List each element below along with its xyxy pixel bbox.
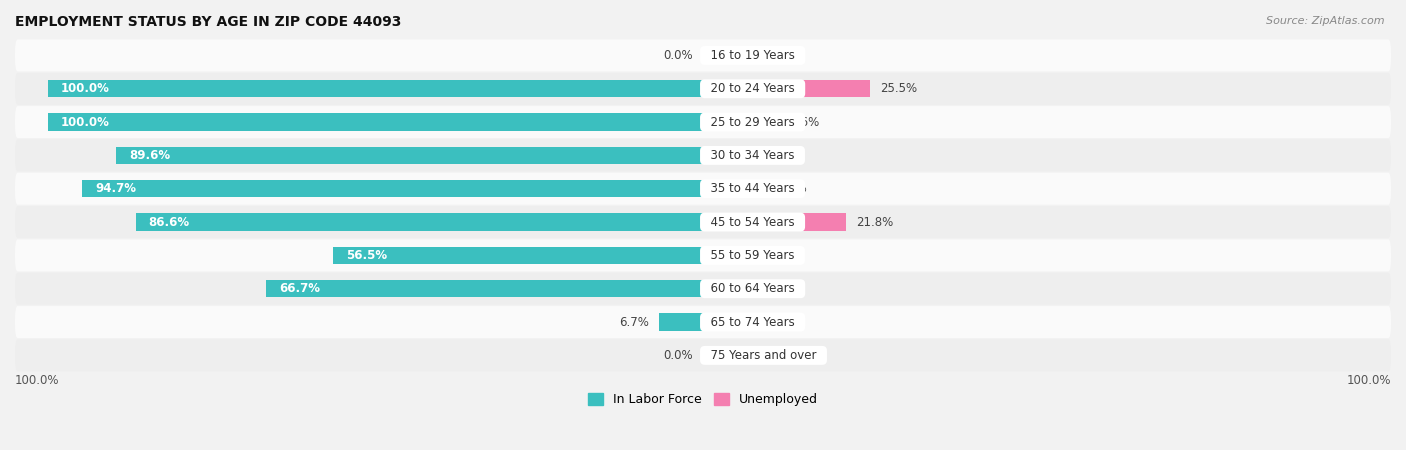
Text: 30 to 34 Years: 30 to 34 Years	[703, 149, 801, 162]
Text: 0.0%: 0.0%	[713, 349, 742, 362]
Bar	[48, 80, 703, 98]
Bar	[703, 113, 772, 131]
Text: 75 Years and over: 75 Years and over	[703, 349, 824, 362]
Text: 21.8%: 21.8%	[856, 216, 893, 229]
Text: 16 to 19 Years: 16 to 19 Years	[703, 49, 803, 62]
Bar	[115, 147, 703, 164]
Text: 35 to 44 Years: 35 to 44 Years	[703, 182, 803, 195]
Text: 60 to 64 Years: 60 to 64 Years	[703, 282, 803, 295]
Text: 10.6%: 10.6%	[782, 116, 820, 129]
Text: 0.0%: 0.0%	[713, 149, 742, 162]
Bar	[266, 280, 703, 297]
FancyBboxPatch shape	[15, 339, 1391, 371]
Legend: In Labor Force, Unemployed: In Labor Force, Unemployed	[583, 388, 823, 411]
FancyBboxPatch shape	[15, 140, 1391, 171]
Bar	[659, 313, 703, 331]
Text: 100.0%: 100.0%	[1347, 374, 1391, 387]
FancyBboxPatch shape	[15, 306, 1391, 338]
Text: 66.7%: 66.7%	[278, 282, 321, 295]
Text: 94.7%: 94.7%	[96, 182, 136, 195]
Text: 25 to 29 Years: 25 to 29 Years	[703, 116, 803, 129]
Text: 100.0%: 100.0%	[60, 116, 110, 129]
Text: 0.0%: 0.0%	[713, 49, 742, 62]
FancyBboxPatch shape	[15, 40, 1391, 72]
Text: 100.0%: 100.0%	[60, 82, 110, 95]
FancyBboxPatch shape	[15, 173, 1391, 205]
Text: Source: ZipAtlas.com: Source: ZipAtlas.com	[1267, 16, 1385, 26]
Text: 0.0%: 0.0%	[713, 282, 742, 295]
Text: EMPLOYMENT STATUS BY AGE IN ZIP CODE 44093: EMPLOYMENT STATUS BY AGE IN ZIP CODE 440…	[15, 15, 401, 29]
Text: 65 to 74 Years: 65 to 74 Years	[703, 315, 803, 328]
Text: 56.5%: 56.5%	[346, 249, 387, 262]
Text: 20 to 24 Years: 20 to 24 Years	[703, 82, 803, 95]
Text: 9.8%: 9.8%	[778, 182, 807, 195]
Bar	[333, 247, 703, 264]
Text: 0.0%: 0.0%	[713, 315, 742, 328]
Bar	[703, 180, 768, 198]
Bar	[703, 80, 870, 98]
FancyBboxPatch shape	[15, 73, 1391, 105]
Text: 0.0%: 0.0%	[713, 249, 742, 262]
Bar	[703, 213, 846, 231]
Text: 6.7%: 6.7%	[620, 315, 650, 328]
Text: 86.6%: 86.6%	[149, 216, 190, 229]
FancyBboxPatch shape	[15, 106, 1391, 138]
Text: 89.6%: 89.6%	[129, 149, 170, 162]
Text: 0.0%: 0.0%	[664, 349, 693, 362]
FancyBboxPatch shape	[15, 206, 1391, 238]
Text: 45 to 54 Years: 45 to 54 Years	[703, 216, 803, 229]
Text: 0.0%: 0.0%	[664, 49, 693, 62]
Text: 100.0%: 100.0%	[15, 374, 59, 387]
FancyBboxPatch shape	[15, 239, 1391, 271]
Bar	[135, 213, 703, 231]
Bar	[83, 180, 703, 198]
FancyBboxPatch shape	[15, 273, 1391, 305]
Bar	[48, 113, 703, 131]
Text: 25.5%: 25.5%	[880, 82, 917, 95]
Text: 55 to 59 Years: 55 to 59 Years	[703, 249, 801, 262]
